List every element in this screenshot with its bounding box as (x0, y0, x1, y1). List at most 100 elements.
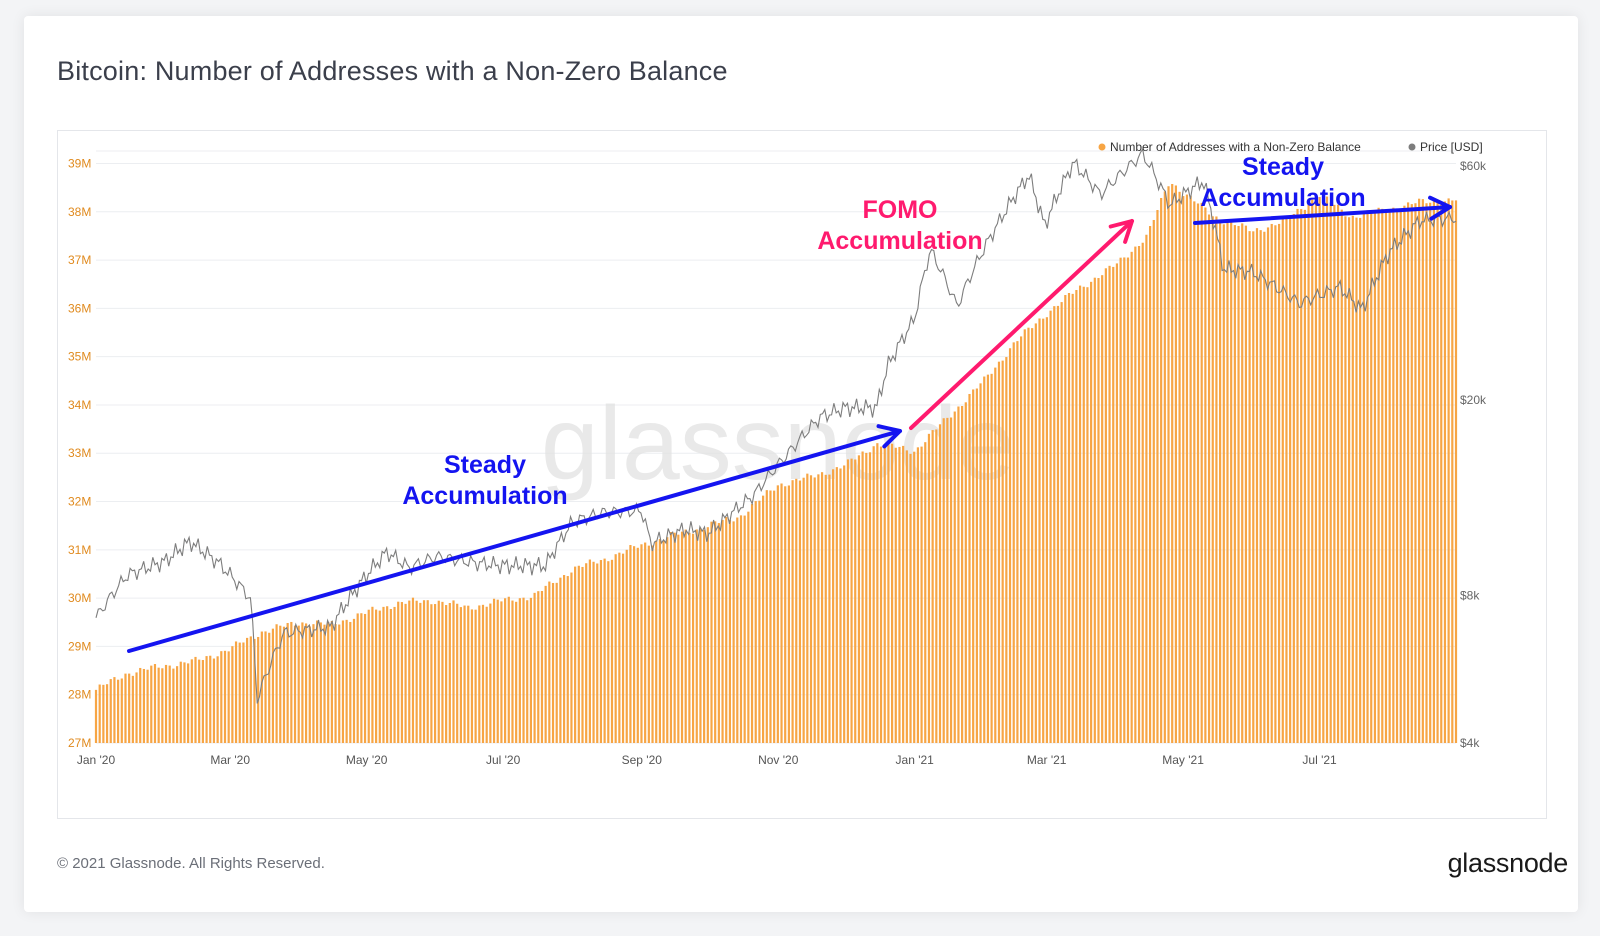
address-bar (201, 660, 204, 743)
address-bar (857, 455, 861, 743)
address-bar (220, 651, 223, 743)
left-tick-label: 30M (68, 591, 91, 605)
address-bar (798, 480, 802, 743)
address-bar (142, 668, 146, 743)
address-bar (1406, 202, 1410, 743)
address-bar (824, 474, 827, 743)
annotation-fomo: FOMO (863, 196, 938, 224)
address-bar (470, 609, 474, 743)
address-bar (839, 468, 842, 743)
address-bar (1196, 203, 1200, 743)
address-bar (1064, 295, 1067, 743)
address-bar (1432, 200, 1435, 744)
address-bar (894, 447, 897, 743)
address-bar (588, 559, 591, 743)
address-bar (478, 605, 481, 743)
address-bar (809, 475, 813, 743)
address-bar (327, 622, 330, 743)
address-bar (905, 450, 908, 743)
address-bar (537, 591, 540, 743)
glassnode-logo[interactable]: glassnode (1447, 848, 1569, 878)
address-bar (363, 613, 367, 743)
address-bar (570, 572, 573, 743)
address-bar (1336, 204, 1340, 743)
address-bar (172, 668, 175, 743)
address-bar (1263, 231, 1266, 743)
address-bar (1067, 293, 1071, 743)
left-tick-label: 27M (68, 736, 91, 750)
address-bar (791, 480, 794, 743)
address-bar (463, 605, 466, 743)
address-bar (279, 625, 282, 743)
address-bar (935, 429, 938, 743)
x-tick-label: May '20 (346, 753, 388, 767)
address-bar (957, 406, 960, 743)
address-bar (1101, 275, 1104, 743)
address-bar (1333, 204, 1336, 744)
address-bar (854, 459, 857, 743)
address-bar (1399, 210, 1402, 743)
address-bar (913, 451, 916, 743)
address-bar (1174, 185, 1177, 744)
address-bar (1266, 227, 1270, 743)
address-bar (1429, 202, 1432, 744)
address-bar (942, 418, 945, 743)
address-bar (1454, 200, 1458, 743)
address-bar (179, 661, 182, 743)
address-bar (924, 442, 927, 743)
address-bar (382, 606, 385, 743)
address-bar (975, 388, 978, 743)
address-bar (677, 534, 680, 743)
address-bar (540, 590, 544, 743)
address-bar (146, 669, 149, 743)
address-bar (773, 490, 776, 743)
address-bar (500, 601, 503, 743)
address-bar (850, 458, 853, 743)
x-tick-label: Jul '20 (486, 753, 521, 767)
address-bar (695, 529, 698, 743)
address-bar (555, 582, 558, 743)
address-bar (1440, 204, 1443, 743)
address-bar (599, 560, 603, 743)
address-bar (1447, 198, 1450, 743)
annotation-fomo: Accumulation (817, 227, 982, 255)
address-bar (721, 519, 724, 743)
address-bar (338, 624, 341, 743)
address-bar (356, 613, 359, 743)
address-bar (1148, 226, 1152, 743)
address-bar (1219, 221, 1222, 743)
address-bar (551, 582, 555, 743)
address-bar (1222, 224, 1225, 744)
address-bar (780, 483, 783, 743)
address-bar (1443, 201, 1447, 743)
address-bar (684, 529, 687, 743)
address-bar (769, 490, 772, 743)
address-bar (802, 477, 805, 743)
address-bar (1241, 223, 1244, 743)
address-bar (253, 638, 256, 743)
address-bar (574, 566, 577, 743)
address-bar (765, 490, 768, 743)
address-bar (227, 651, 230, 743)
x-tick-label: Jul '21 (1302, 753, 1337, 767)
address-bar (1355, 217, 1358, 744)
address-bar (1071, 293, 1074, 743)
address-bar (334, 624, 337, 743)
address-bar (1237, 225, 1240, 744)
address-bar (1410, 204, 1413, 743)
address-bar (1285, 215, 1288, 743)
address-bar (511, 600, 514, 743)
address-bar (441, 601, 444, 743)
address-bar (216, 656, 219, 743)
address-bar (614, 554, 617, 743)
address-bar (1027, 327, 1030, 743)
address-bar (1060, 302, 1063, 743)
address-bar (728, 519, 732, 743)
address-bar (448, 603, 451, 743)
address-bar (909, 453, 912, 743)
address-bar (898, 446, 901, 743)
address-bar (1329, 202, 1332, 743)
address-bar (931, 430, 934, 743)
address-bar (349, 621, 352, 743)
address-bar (1325, 196, 1329, 743)
